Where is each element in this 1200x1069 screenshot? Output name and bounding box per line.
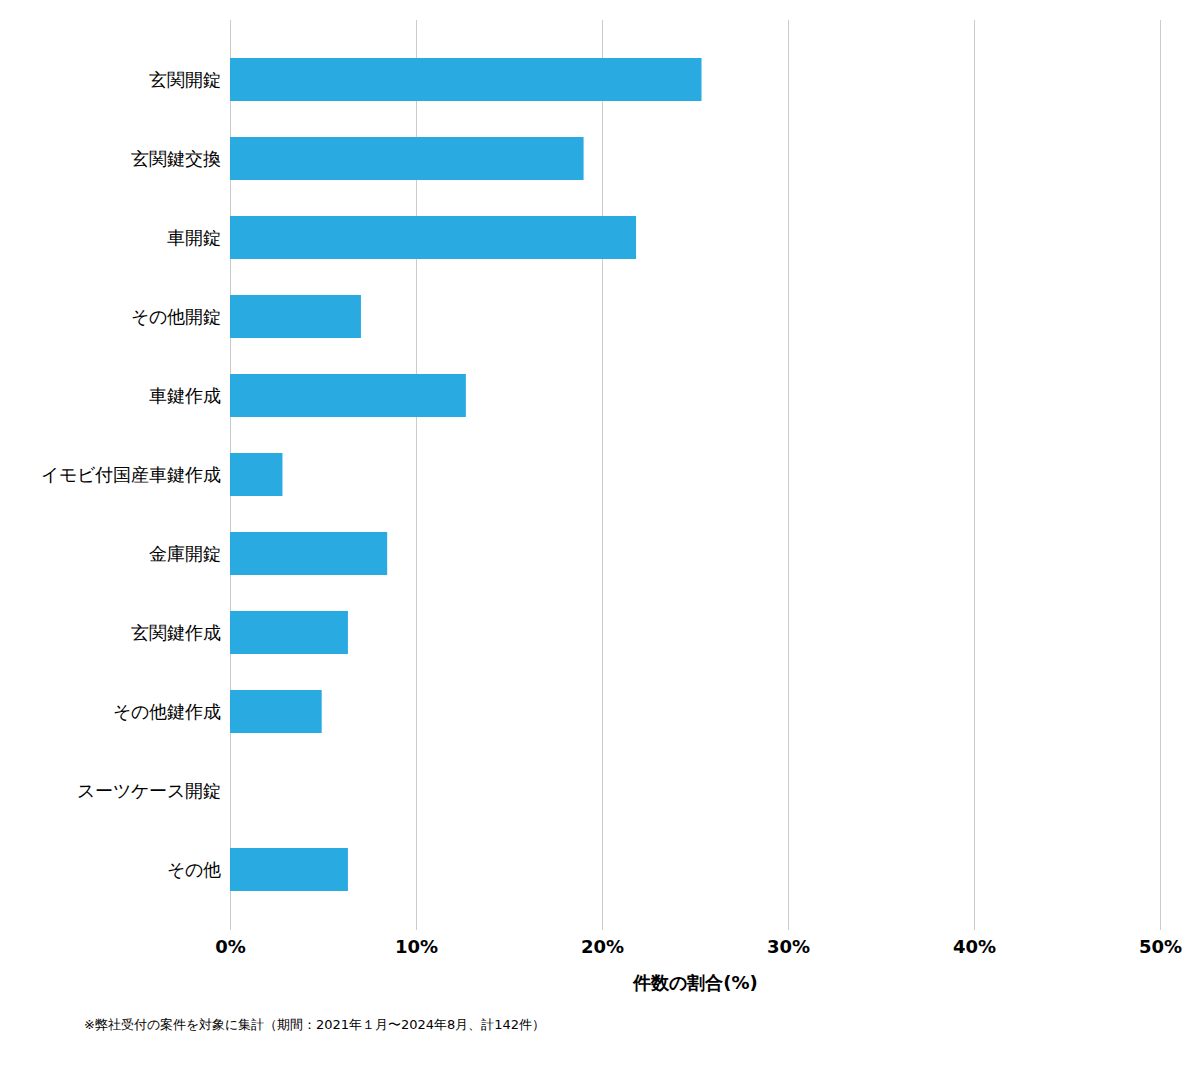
svg-text:その他: その他 [167,859,221,880]
svg-text:玄関開錠: 玄関開錠 [149,69,221,90]
svg-text:スーツケース開錠: スーツケース開錠 [77,780,221,801]
svg-text:その他鍵作成: その他鍵作成 [113,701,221,722]
svg-text:20%: 20% [581,936,624,957]
svg-text:件数の割合(%): 件数の割合(%) [632,972,758,993]
svg-text:車開錠: 車開錠 [167,227,221,248]
svg-text:玄関鍵作成: 玄関鍵作成 [131,622,221,643]
svg-text:車鍵作成: 車鍵作成 [149,385,221,406]
svg-text:その他開錠: その他開錠 [131,306,221,327]
svg-text:金庫開錠: 金庫開錠 [149,543,221,564]
svg-text:30%: 30% [767,936,810,957]
svg-text:40%: 40% [953,936,996,957]
svg-text:50%: 50% [1139,936,1182,957]
svg-text:玄関鍵交換: 玄関鍵交換 [131,148,221,169]
svg-text:10%: 10% [395,936,438,957]
svg-text:0%: 0% [215,936,246,957]
html-text:※弊社受付の案件を対象に集計（期間：2021年１月〜2024: ※弊社受付の案件を対象に集計（期間：2021年１月〜2024年8月、計142件） [84,1017,546,1032]
svg-text:イモビ付国産車鍵作成: イモビ付国産車鍵作成 [41,464,221,485]
